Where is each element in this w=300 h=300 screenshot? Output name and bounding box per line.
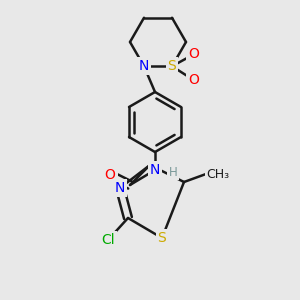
Text: O: O	[189, 47, 200, 61]
Text: N: N	[139, 59, 149, 73]
Text: O: O	[189, 73, 200, 87]
Text: Cl: Cl	[101, 233, 115, 247]
Text: N: N	[150, 163, 160, 177]
Text: S: S	[168, 59, 176, 73]
Text: CH₃: CH₃	[206, 167, 229, 181]
Text: N: N	[115, 181, 125, 195]
Text: S: S	[158, 231, 166, 245]
Text: H: H	[169, 166, 177, 178]
Text: O: O	[105, 168, 116, 182]
